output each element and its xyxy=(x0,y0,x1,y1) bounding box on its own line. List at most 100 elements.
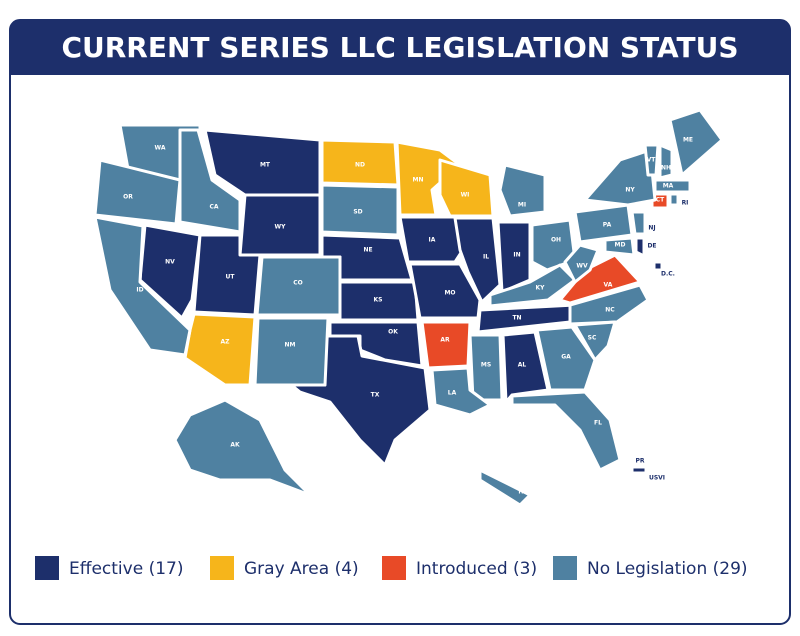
state xyxy=(173,398,312,497)
state-label: RI xyxy=(682,200,689,207)
state-label: AK xyxy=(230,442,240,449)
state xyxy=(255,255,342,317)
state-label: MD xyxy=(615,242,626,249)
state xyxy=(535,325,597,392)
state-label: FL xyxy=(594,420,602,427)
state-label: SD xyxy=(353,209,362,216)
state xyxy=(498,163,547,218)
state xyxy=(93,158,182,226)
state xyxy=(453,216,502,304)
state-label: NE xyxy=(363,247,372,254)
legend-label: Gray Area (4) xyxy=(244,559,359,579)
state xyxy=(320,183,400,237)
state-label: ME xyxy=(683,137,693,144)
state-label: MO xyxy=(444,290,455,297)
legend-swatch xyxy=(553,556,577,580)
state-label: MS xyxy=(481,362,491,369)
state-label: MN xyxy=(413,177,424,184)
state-label: CA xyxy=(209,204,218,211)
state-label: PR xyxy=(635,458,644,465)
state-label: WI xyxy=(461,192,470,199)
state-label: OH xyxy=(551,237,561,244)
state-label: IL xyxy=(483,254,489,261)
state-label: OK xyxy=(388,329,398,336)
state xyxy=(658,143,674,180)
state-label: USVI xyxy=(649,475,665,482)
state-label: LA xyxy=(448,390,457,397)
state-label: GA xyxy=(561,354,571,361)
state-label: NY xyxy=(625,187,635,194)
state-label: PA xyxy=(603,222,612,229)
state-label: VA xyxy=(604,282,613,289)
state xyxy=(634,236,646,258)
state-label: IA xyxy=(429,237,436,244)
state-label: OR xyxy=(123,194,133,201)
state-label: D.C. xyxy=(661,271,675,278)
state-label: NM xyxy=(285,342,296,349)
state-label: WY xyxy=(275,224,287,231)
state-label: DE xyxy=(647,243,656,250)
state xyxy=(178,128,242,234)
state xyxy=(430,366,492,417)
state xyxy=(648,468,656,475)
title: CURRENT SERIES LLC LEGISLATION STATUS xyxy=(61,31,738,64)
state-label: IN xyxy=(513,252,520,259)
state-label: WA xyxy=(155,145,166,152)
state-label: WV xyxy=(576,263,588,270)
state xyxy=(420,320,472,370)
state xyxy=(438,158,495,218)
state-label: HI xyxy=(518,489,525,496)
state xyxy=(496,220,532,294)
state xyxy=(630,465,648,475)
state xyxy=(510,390,622,472)
state xyxy=(563,243,600,284)
state xyxy=(478,468,532,507)
state-label: VT xyxy=(647,157,657,164)
state-label: MI xyxy=(518,202,526,209)
state-label: TN xyxy=(512,315,521,322)
state-label: AL xyxy=(518,362,527,369)
legend-swatch xyxy=(35,556,59,580)
state-label: ND xyxy=(355,162,365,169)
state xyxy=(630,210,647,236)
us-map: MT WY NV UT NE KS OK TX IA MO IL IN TN AL DE D.C. PR USVI… xyxy=(93,108,724,507)
state xyxy=(501,330,550,404)
state xyxy=(653,178,692,194)
state-label: KS xyxy=(374,297,383,304)
state-label: MT xyxy=(260,162,271,169)
state-label: ID xyxy=(136,287,143,294)
legend-label: No Legislation (29) xyxy=(587,559,748,579)
state xyxy=(668,192,680,207)
state xyxy=(238,193,322,257)
state-label: CO xyxy=(293,280,303,287)
state xyxy=(568,283,650,326)
state xyxy=(652,260,664,272)
state xyxy=(643,143,660,177)
state-label: AZ xyxy=(221,339,231,346)
state-label: NC xyxy=(605,307,615,314)
state xyxy=(668,108,724,177)
state-label: AR xyxy=(440,337,450,344)
legend-label: Introduced (3) xyxy=(416,559,537,579)
state xyxy=(93,215,192,357)
state-label: CT xyxy=(656,197,665,204)
state xyxy=(573,203,634,244)
state xyxy=(253,316,330,387)
legend-label: Effective (17) xyxy=(69,559,183,579)
state-label: MA xyxy=(663,183,674,190)
state-label: SC xyxy=(588,335,597,342)
state-label: KY xyxy=(536,285,546,292)
state xyxy=(468,333,504,402)
legend: Effective (17) Gray Area (4) Introduced (3… xyxy=(35,556,748,580)
state-label: NV xyxy=(165,259,175,266)
state xyxy=(603,236,636,257)
state xyxy=(192,233,262,317)
header-bar xyxy=(10,20,790,75)
state-label: NH xyxy=(661,165,671,172)
legend-swatch xyxy=(382,556,406,580)
state-label: UT xyxy=(226,274,236,281)
state-label: NJ xyxy=(648,225,655,232)
state-label: TX xyxy=(371,392,380,399)
legend-swatch xyxy=(210,556,234,580)
